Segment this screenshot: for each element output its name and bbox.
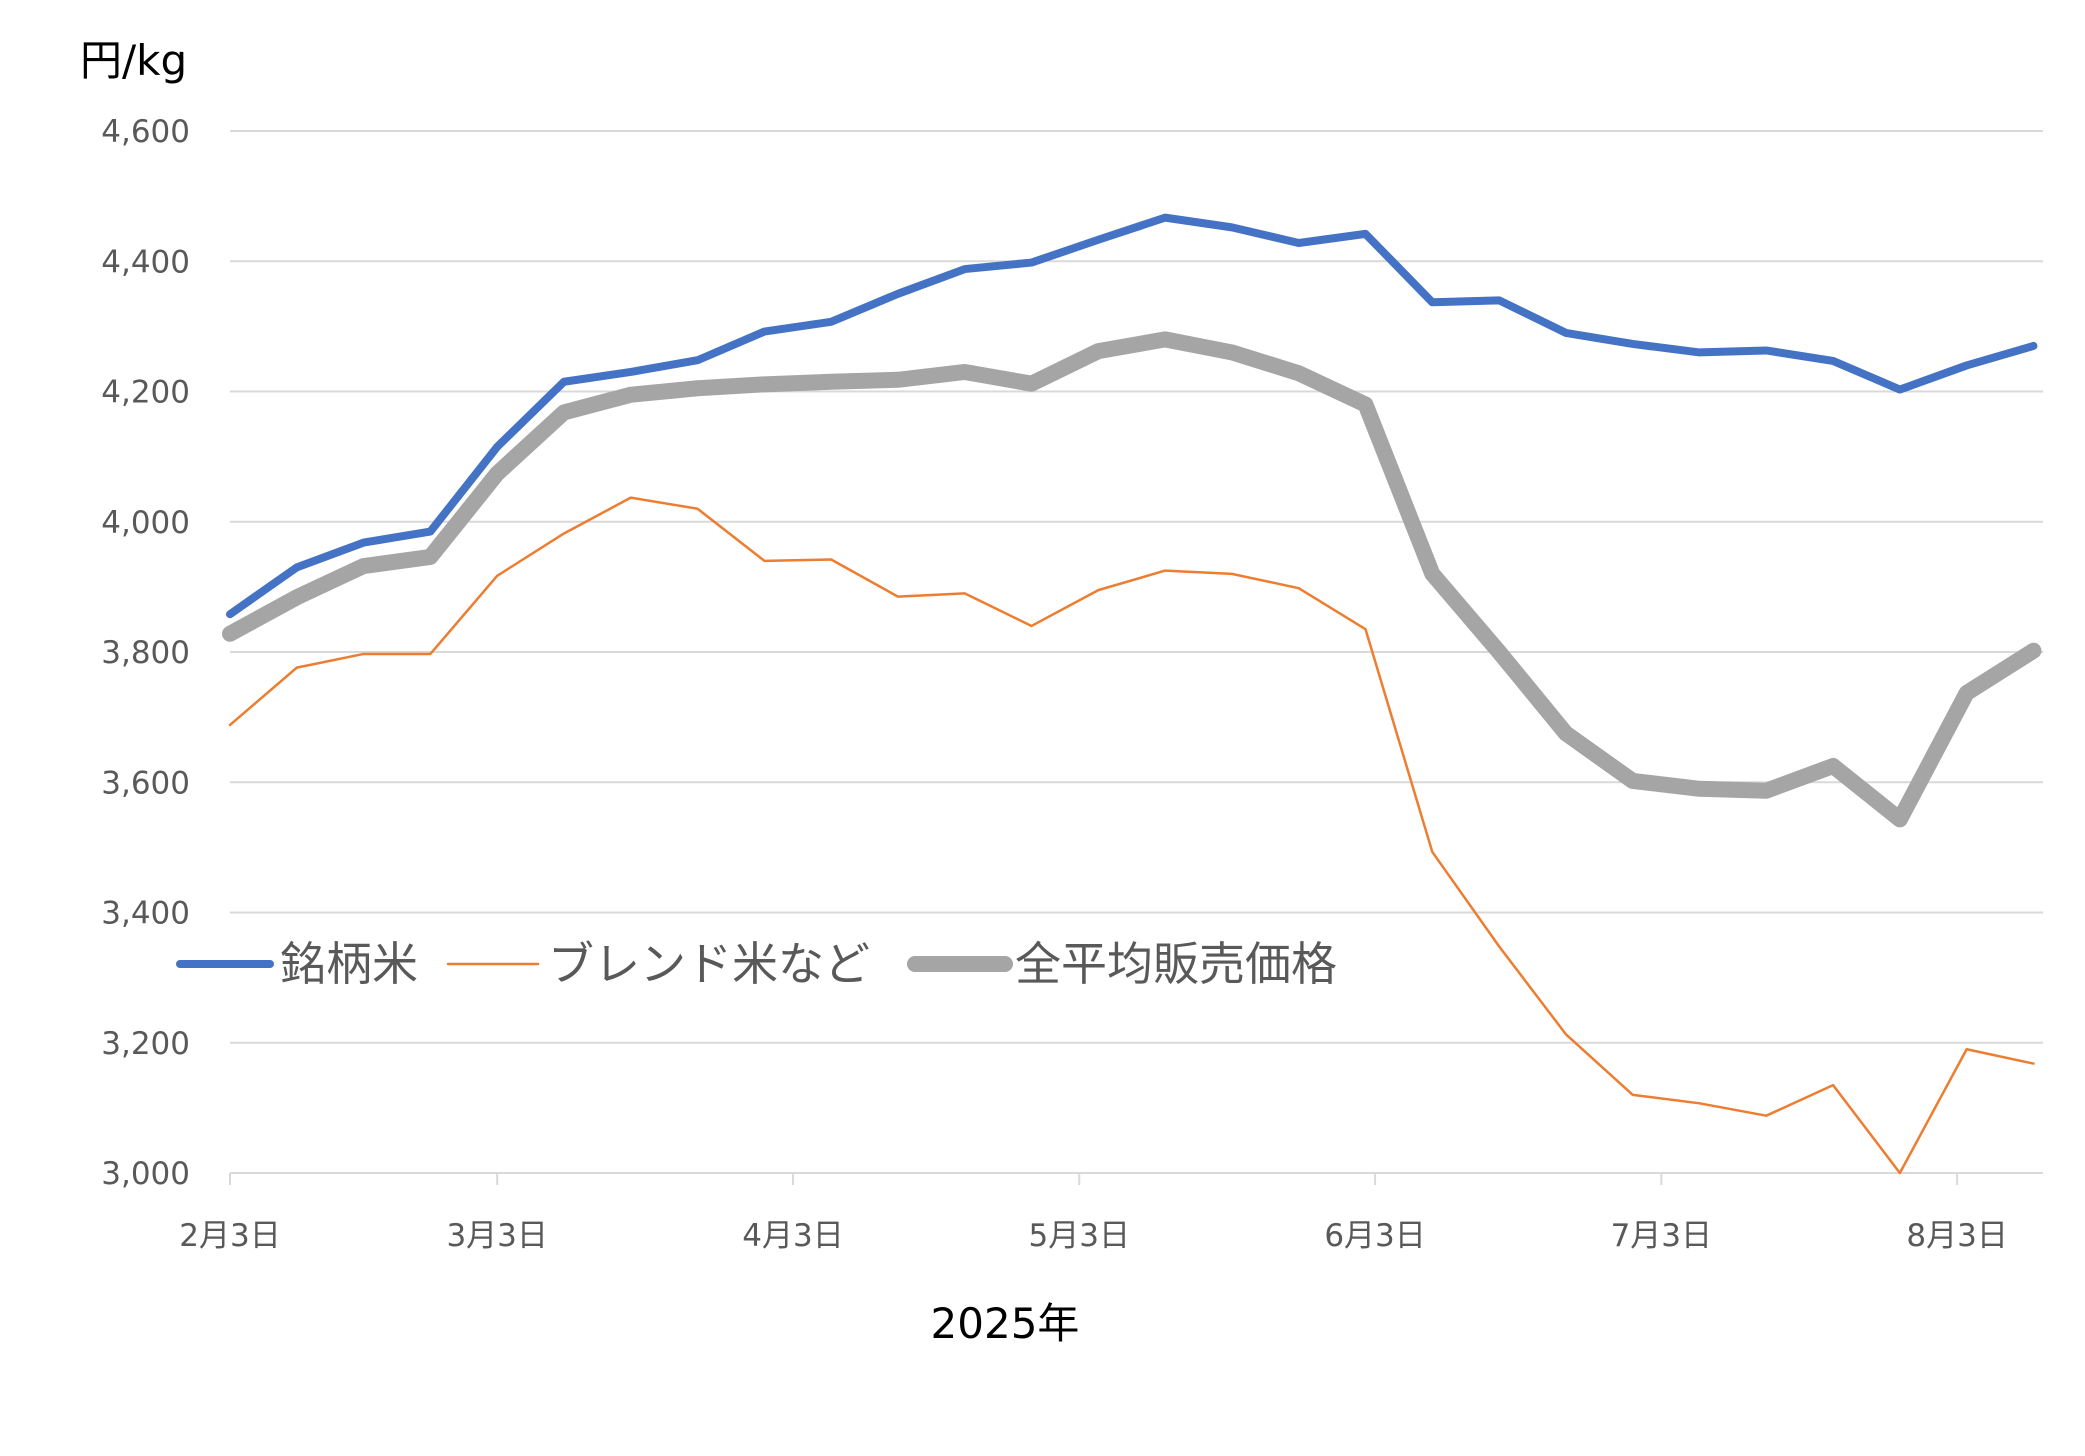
y-tick-label: 3,200 (101, 1026, 190, 1062)
y-tick-label: 4,200 (101, 375, 190, 411)
series-line-1 (228, 496, 2035, 1175)
y-tick-label: 4,600 (101, 114, 190, 150)
y-tick-label: 3,800 (101, 635, 190, 671)
y-axis-unit-label: 円/kg (80, 36, 187, 85)
x-axis-ticks: 2月3日 3月3日 4月3日 5月3日 6月3日 7月3日 8月3日 (179, 1173, 2008, 1254)
x-tick-label: 5月3日 (1029, 1218, 1130, 1254)
x-tick-label: 6月3日 (1324, 1218, 1425, 1254)
gridlines (230, 130, 2043, 1044)
series-lines (222, 213, 2042, 1175)
x-tick-label: 7月3日 (1611, 1218, 1712, 1254)
series-line-2 (222, 331, 2042, 828)
legend-label: 銘柄米 (280, 937, 418, 991)
x-tick-label: 3月3日 (446, 1218, 547, 1254)
x-tick-label: 4月3日 (742, 1218, 843, 1254)
y-tick-label: 4,000 (101, 505, 190, 541)
y-tick-label: 3,000 (101, 1156, 190, 1192)
legend: 銘柄米 ブレンド米など 全平均販売価格 (176, 937, 1337, 991)
x-tick-label: 2月3日 (179, 1218, 280, 1254)
y-tick-label: 3,400 (101, 896, 190, 932)
series-line-0 (226, 213, 2038, 619)
x-tick-label: 8月3日 (1906, 1218, 2007, 1254)
y-tick-label: 4,400 (101, 244, 190, 280)
legend-label: 全平均販売価格 (1015, 937, 1337, 991)
y-axis-tick-labels: 3,000 3,200 3,400 3,600 3,800 4,000 4,200 4,400… (101, 114, 190, 1192)
legend-label: ブレンド米など (548, 937, 870, 991)
x-axis-title: 2025年 (931, 1299, 1080, 1348)
y-tick-label: 3,600 (101, 765, 190, 801)
